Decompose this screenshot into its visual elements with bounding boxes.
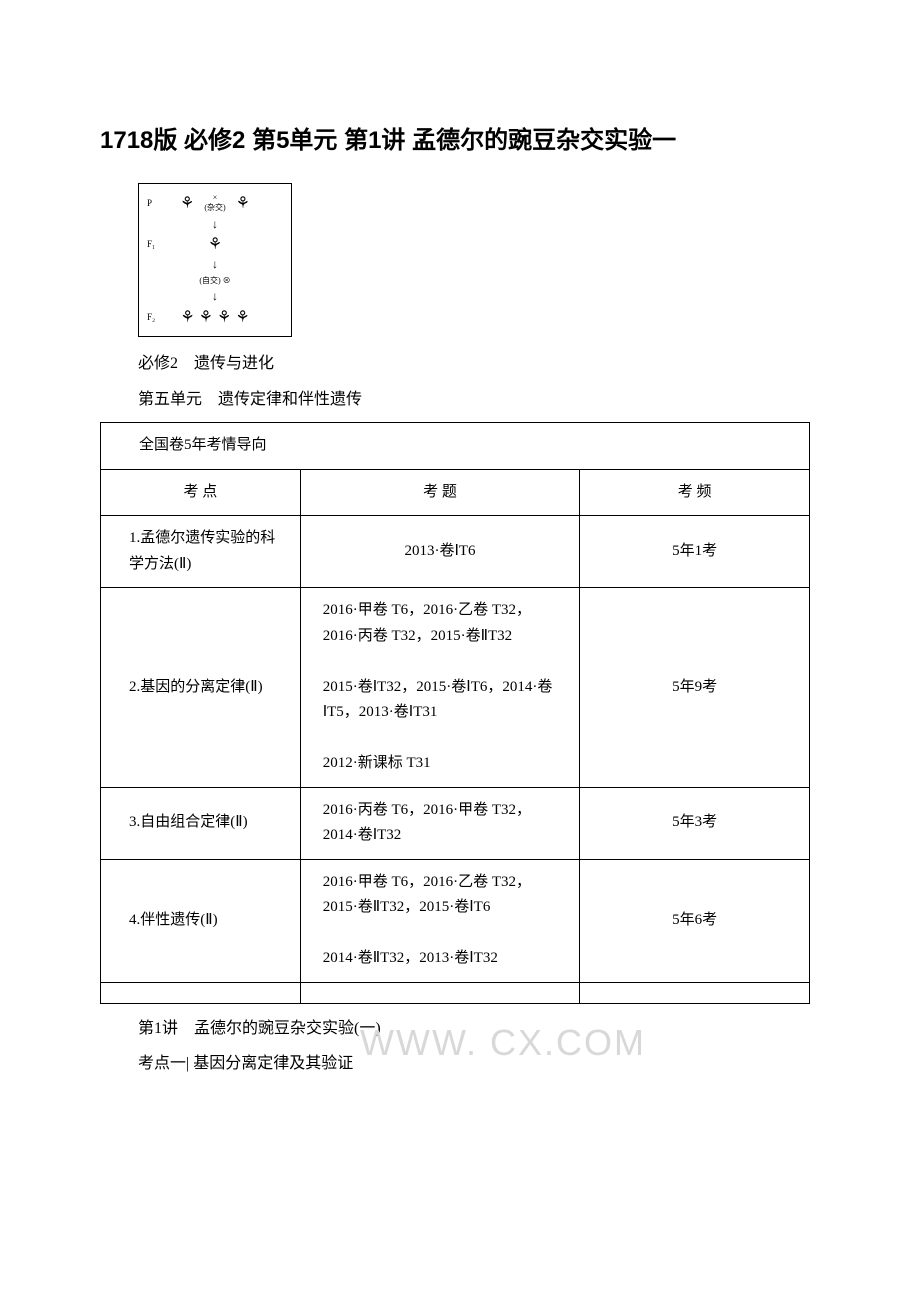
plant-icon: ⚘ xyxy=(180,193,194,213)
self-symbol: (自交) ⊗ xyxy=(199,275,230,286)
arrow-down-icon: ↓ xyxy=(212,220,218,228)
table-header: 考 频 xyxy=(580,469,810,516)
table-row: 4.伴性遗传(Ⅱ) 2016·甲卷 T6，2016·乙卷 T32，2015·卷Ⅱ… xyxy=(101,859,810,982)
p-label: P xyxy=(147,198,152,208)
topic-title: 考点一| 基因分离定律及其验证 xyxy=(138,1051,820,1077)
f1-label: F₁ xyxy=(147,239,155,249)
cross-symbol: ×(杂交) xyxy=(204,193,225,213)
lecture-title: 第1讲 孟德尔的豌豆杂交实验(一) xyxy=(138,1016,820,1042)
f2-label: F₂ xyxy=(147,312,155,322)
table-caption: 全国卷5年考情导向 xyxy=(101,423,810,470)
table-row: 3.自由组合定律(Ⅱ) 2016·丙卷 T6，2016·甲卷 T32，2014·… xyxy=(101,787,810,859)
cross-diagram: P ⚘ ×(杂交) ⚘ ↓ F₁ ⚘ ↓ (自交) ⊗ ↓ F₂ ⚘ ⚘ ⚘ ⚘ xyxy=(138,183,292,337)
arrow-down-icon: ↓ xyxy=(212,260,218,268)
subheading-unit: 第五单元 遗传定律和伴性遗传 xyxy=(138,387,820,413)
subheading-module: 必修2 遗传与进化 xyxy=(138,351,820,377)
f2-offspring: ⚘ ⚘ ⚘ ⚘ xyxy=(180,307,249,327)
page-title: 1718版 必修2 第5单元 第1讲 孟德尔的豌豆杂交实验一 xyxy=(100,120,820,155)
table-header: 考 点 xyxy=(101,469,301,516)
table-row: 2.基因的分离定律(Ⅱ) 2016·甲卷 T6，2016·乙卷 T32，2016… xyxy=(101,588,810,788)
plant-icon: ⚘ xyxy=(208,234,222,254)
arrow-down-icon: ↓ xyxy=(212,292,218,300)
table-header: 考 题 xyxy=(300,469,580,516)
exam-frequency-table: 全国卷5年考情导向 考 点 考 题 考 频 1.孟德尔遗传实验的科学方法(Ⅱ) … xyxy=(100,422,810,1004)
table-row xyxy=(101,982,810,1003)
table-row: 1.孟德尔遗传实验的科学方法(Ⅱ) 2013·卷ⅠT6 5年1考 xyxy=(101,516,810,588)
plant-icon: ⚘ xyxy=(236,193,250,213)
